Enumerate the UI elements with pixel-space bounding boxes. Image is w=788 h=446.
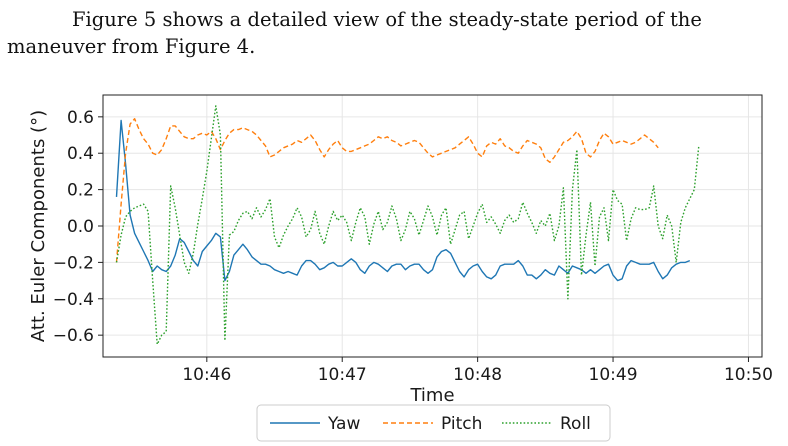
y-tick-label: 0.6 <box>67 108 94 128</box>
series-line-yaw <box>115 119 691 282</box>
legend-box <box>256 404 611 442</box>
axis-ticks: 10:46 10:47 10:48 10:49 10:50 0.6 0.4 0.2 0.0 −0.… <box>53 108 773 385</box>
x-tick-label: 10:48 <box>453 365 502 385</box>
intro-paragraph: Figure 5 shows a detailed view of the st… <box>7 8 702 58</box>
legend: Yaw Pitch Roll <box>256 404 611 442</box>
x-tick-label: 10:46 <box>182 365 231 385</box>
grid <box>103 95 762 357</box>
y-tick-label: −0.2 <box>53 253 94 273</box>
x-tick-label: 10:50 <box>724 365 773 385</box>
y-tick-label: −0.4 <box>53 290 94 310</box>
y-tick-label: 0.4 <box>67 144 94 164</box>
legend-label-yaw: Yaw <box>327 414 360 434</box>
x-tick-label: 10:49 <box>589 365 638 385</box>
x-tick-label: 10:47 <box>318 365 367 385</box>
y-tick-label: 0.0 <box>67 217 94 237</box>
series-line-pitch <box>115 118 659 263</box>
series-lines <box>115 105 700 345</box>
legend-label-pitch: Pitch <box>441 414 482 434</box>
x-axis-label: Time <box>409 385 454 406</box>
y-tick-label: 0.2 <box>67 181 94 201</box>
y-tick-label: −0.6 <box>53 326 94 346</box>
legend-label-roll: Roll <box>560 414 591 434</box>
y-axis-label: Att. Euler Components (°) <box>28 110 49 342</box>
